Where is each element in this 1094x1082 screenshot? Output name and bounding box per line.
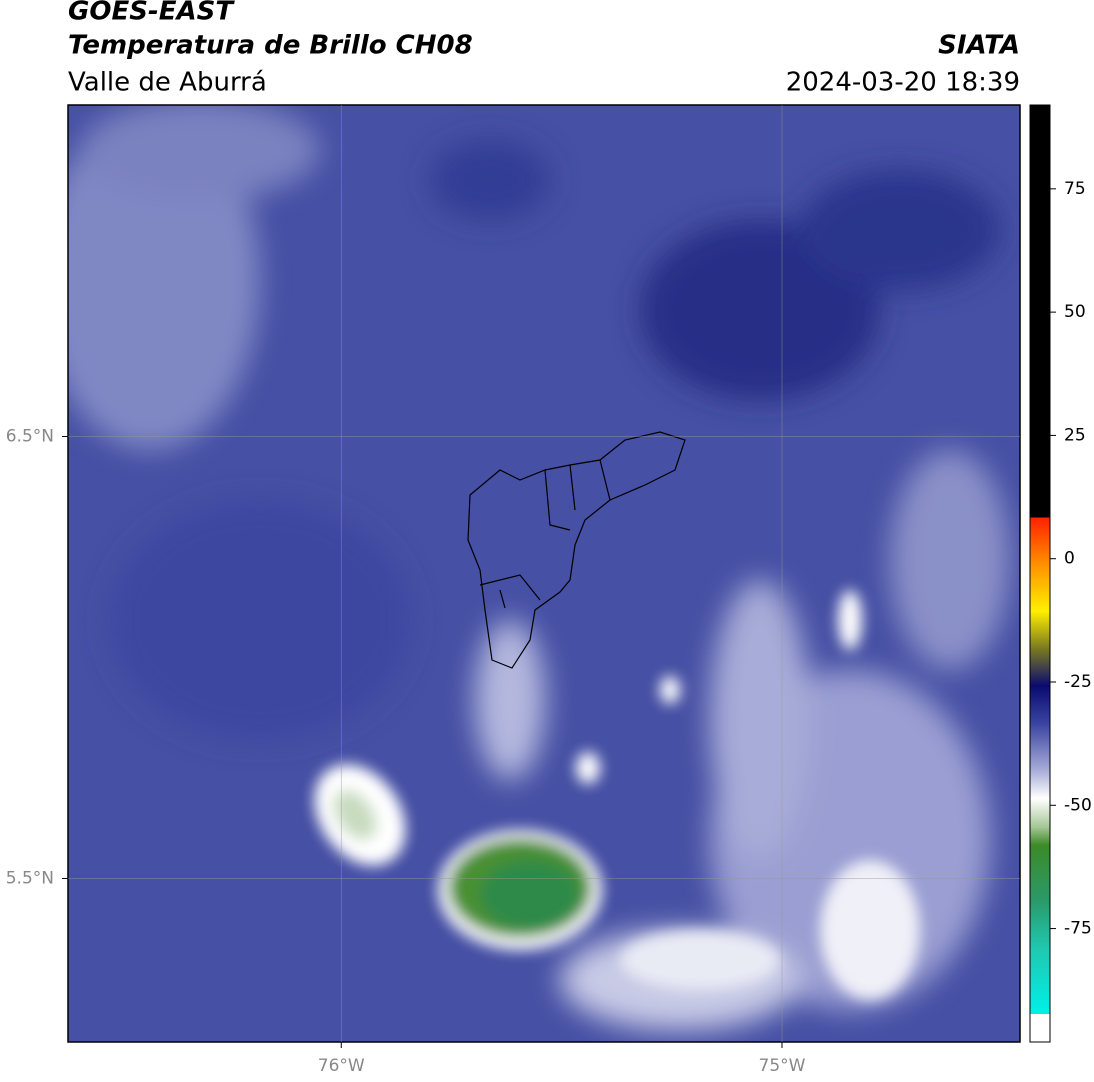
title: GOES-EAST (68, 0, 235, 27)
region: Valle de Aburrá (68, 68, 267, 98)
x-tick-label: 76°W (318, 1056, 365, 1076)
subtitle: Temperatura de Brillo CH08 (68, 31, 473, 61)
map-image (68, 105, 1020, 1042)
agency: SIATA (938, 31, 1020, 61)
colorbar-tick-label: -25 (1064, 672, 1092, 692)
colorbar-tick-label: 0 (1064, 549, 1075, 569)
y-tick-label: 6.5°N (6, 426, 54, 446)
colorbar (1029, 104, 1051, 1043)
colorbar-tick-label: -75 (1064, 919, 1092, 939)
colorbar-tick-label: -50 (1064, 795, 1092, 815)
colorbar-tick-label: 25 (1064, 425, 1086, 445)
x-tick-label: 75°W (759, 1056, 806, 1076)
datetime: 2024-03-20 18:39 (786, 68, 1020, 98)
y-tick-label: 5.5°N (6, 868, 54, 888)
colorbar-tick-label: 75 (1064, 179, 1086, 199)
map-frame (67, 104, 1021, 1043)
colorbar-tick-label: 50 (1064, 302, 1086, 322)
